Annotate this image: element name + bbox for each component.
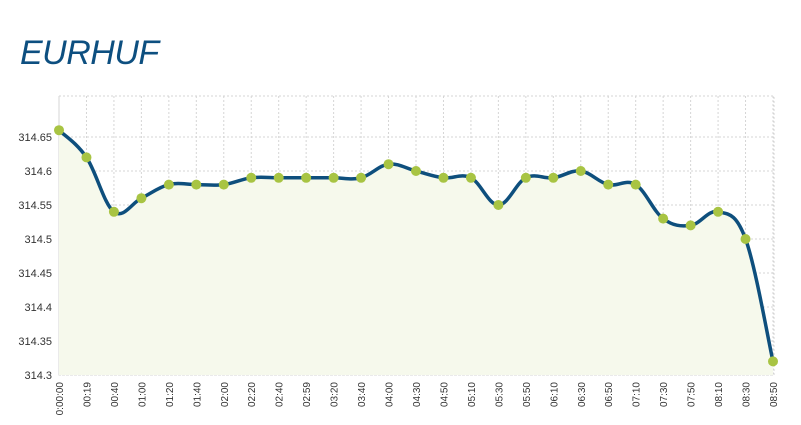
- y-tick-label: 314.5: [24, 234, 52, 246]
- chart-title: EURHUF: [20, 34, 159, 72]
- y-tick-label: 314.6: [24, 166, 52, 178]
- x-tick-label: 01:00: [137, 382, 148, 407]
- data-point: [301, 172, 312, 183]
- data-point: [768, 356, 778, 367]
- x-tick-label: 02:40: [275, 382, 286, 407]
- data-point: [411, 166, 421, 176]
- data-point: [548, 172, 559, 183]
- x-tick-label: 02:20: [247, 382, 258, 407]
- data-point: [356, 172, 367, 183]
- x-tick-label: 05:30: [494, 382, 505, 407]
- x-tick-label: 06:30: [577, 382, 588, 407]
- x-tick-label: 03:40: [357, 382, 368, 407]
- data-point: [520, 172, 531, 183]
- x-tick-label: 0:00:00: [55, 382, 66, 416]
- data-point: [685, 220, 696, 231]
- x-tick-label: 06:50: [604, 382, 615, 407]
- y-tick-label: 314.45: [18, 268, 52, 280]
- data-point: [191, 179, 202, 190]
- data-point: [273, 172, 284, 183]
- x-tick-label: 07:50: [687, 382, 698, 407]
- x-tick-label: 04:00: [385, 382, 396, 407]
- data-point: [136, 193, 147, 204]
- x-tick-label: 07:10: [632, 382, 643, 407]
- x-axis-ticks: 0:00:00 00:19 00:40 01:00 01:20 01:40 02:00 02:…: [55, 382, 780, 416]
- data-point: [108, 206, 119, 217]
- x-tick-label: 05:50: [522, 382, 533, 407]
- data-point: [493, 200, 504, 210]
- data-point: [713, 206, 724, 217]
- y-axis-ticks: 314.3 314.35 314.4 314.45 314.5 314.55 314.6 31…: [18, 132, 52, 382]
- x-tick-label: 02:59: [302, 382, 313, 407]
- x-tick-label: 08:10: [714, 382, 725, 407]
- x-tick-label: 04:50: [439, 382, 450, 407]
- y-tick-label: 314.4: [24, 302, 52, 314]
- data-point: [658, 213, 669, 224]
- y-tick-label: 314.65: [18, 132, 52, 144]
- area-fill: [59, 130, 773, 375]
- y-tick-label: 314.3: [24, 370, 52, 382]
- data-point: [163, 179, 174, 190]
- data-point: [438, 172, 449, 183]
- data-point: [630, 179, 641, 190]
- x-tick-label: 07:30: [659, 382, 670, 407]
- y-tick-label: 314.35: [18, 336, 52, 348]
- x-tick-label: 08:30: [742, 382, 753, 407]
- data-point: [81, 152, 92, 163]
- data-point: [218, 179, 229, 190]
- x-tick-label: 01:20: [165, 382, 176, 407]
- data-point: [603, 179, 614, 190]
- y-tick-label: 314.55: [18, 200, 52, 212]
- data-point: [246, 172, 257, 183]
- x-tick-label: 02:00: [220, 382, 231, 407]
- x-tick-label: 01:40: [192, 382, 203, 407]
- data-points: [54, 125, 778, 367]
- data-point: [54, 125, 64, 136]
- x-tick-label: 03:20: [330, 382, 341, 407]
- data-point: [328, 172, 339, 183]
- x-tick-label: 04:30: [412, 382, 423, 407]
- data-point: [575, 166, 586, 176]
- data-point: [740, 234, 751, 244]
- x-tick-label: 00:19: [82, 382, 93, 407]
- data-point: [383, 159, 394, 170]
- x-tick-label: 00:40: [110, 382, 121, 407]
- x-tick-label: 05:10: [467, 382, 478, 407]
- x-tick-label: 08:50: [769, 382, 780, 407]
- data-point: [465, 172, 476, 183]
- x-tick-label: 06:10: [549, 382, 560, 407]
